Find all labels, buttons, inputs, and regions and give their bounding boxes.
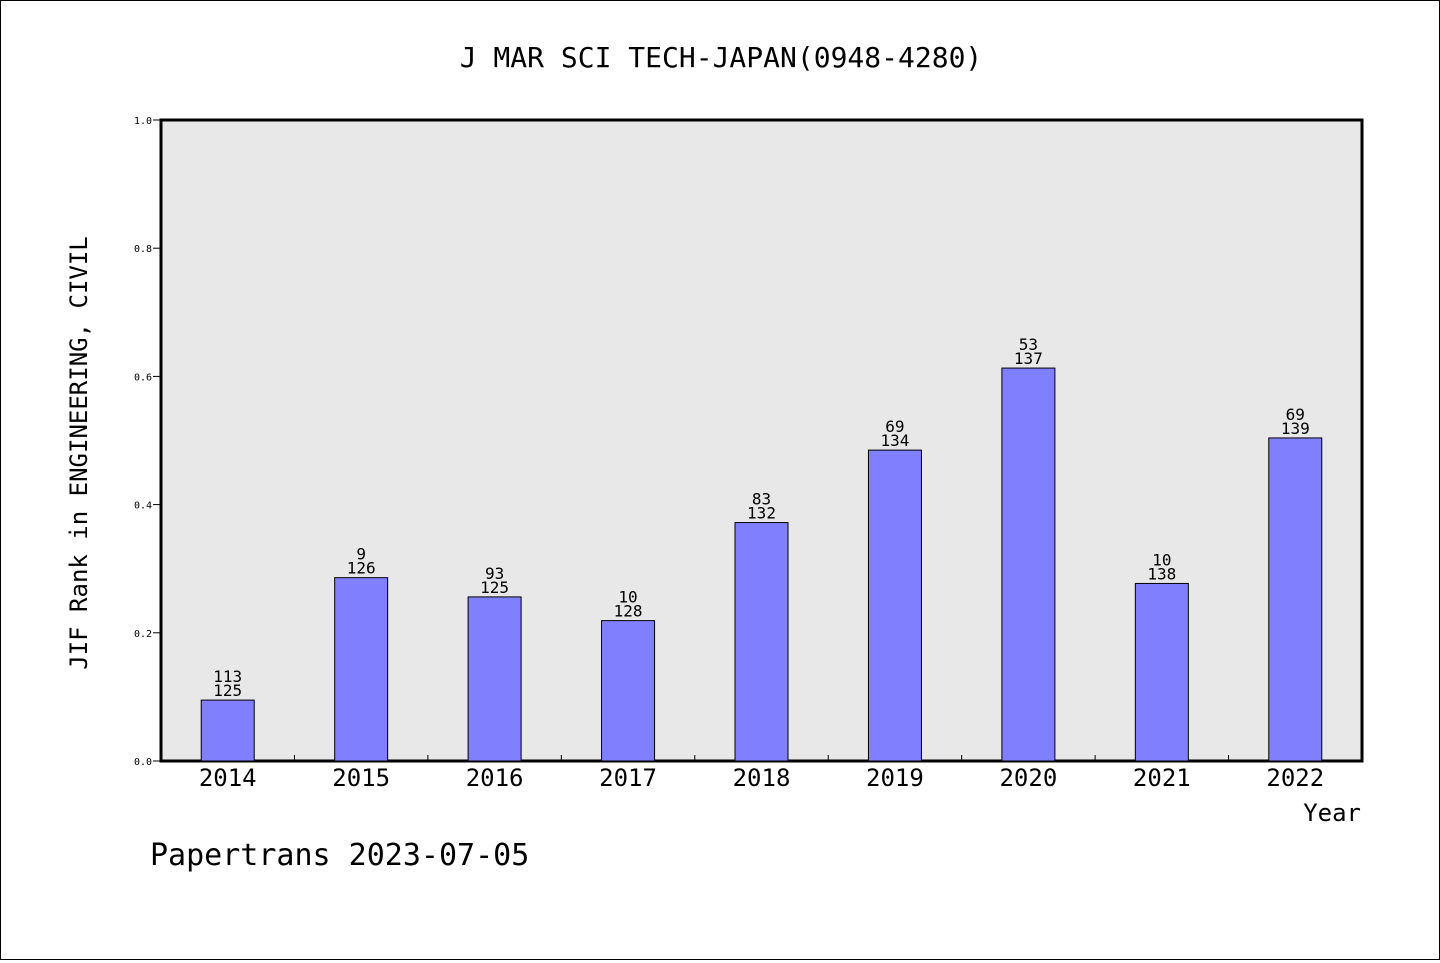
bar-rank-label: 10 [1152, 550, 1171, 569]
bar-2019 [867, 449, 922, 762]
bar-total-label: 125 [213, 681, 242, 700]
bar-rank-label: 53 [1019, 335, 1038, 354]
x-tick-label: 2018 [733, 764, 791, 792]
y-tick-label: 0.2 [134, 629, 152, 640]
x-tick-label: 2016 [466, 764, 524, 792]
bar-rank-label: 93 [485, 564, 504, 583]
bar-2021 [1134, 582, 1189, 762]
x-tick-label: 2014 [199, 764, 257, 792]
bar-2018 [734, 522, 789, 762]
x-tick-label: 2019 [866, 764, 924, 792]
footer-credit: Papertrans 2023-07-05 [150, 838, 529, 873]
x-tick-label: 2017 [599, 764, 657, 792]
x-axis-label: Year [1303, 799, 1361, 827]
bar-2016 [467, 596, 522, 762]
bar-total-label: 137 [1014, 349, 1043, 368]
bar-2015 [334, 577, 389, 762]
bar-rank-label: 10 [618, 588, 637, 607]
x-axis: 2014 2015 2016 2017 2018 2019 2020 2021 2022 [199, 755, 1324, 792]
bar-total-label: 125 [480, 578, 509, 597]
y-axis: 0.0 0.2 0.4 0.6 0.8 1.0 [134, 116, 161, 768]
bars [200, 367, 1323, 762]
chart-title: J MAR SCI TECH-JAPAN(0948-4280) [460, 41, 983, 74]
bar-total-label: 139 [1281, 419, 1310, 438]
bar-total-label: 138 [1147, 564, 1176, 583]
bar-rank-label: 83 [752, 490, 771, 509]
x-tick-label: 2021 [1133, 764, 1191, 792]
y-tick-label: 0.4 [134, 501, 152, 512]
y-tick-label: 1.0 [134, 116, 152, 127]
bar-total-label: 128 [614, 602, 643, 621]
bar-2014 [200, 699, 255, 762]
bar-2017 [601, 620, 656, 762]
bar-2022 [1268, 437, 1323, 762]
bar-rank-label: 69 [885, 417, 904, 436]
bar-rank-label: 9 [356, 545, 366, 564]
bar-rank-label: 113 [213, 667, 242, 686]
x-tick-label: 2015 [332, 764, 390, 792]
y-tick-label: 0.0 [134, 757, 152, 768]
bar-total-label: 134 [880, 431, 909, 450]
bar-rank-label: 69 [1286, 405, 1305, 424]
y-tick-label: 0.8 [134, 244, 152, 255]
bar-total-label: 132 [747, 504, 776, 523]
x-tick-label: 2022 [1266, 764, 1324, 792]
x-tick-label: 2020 [999, 764, 1057, 792]
bar-2020 [1001, 367, 1056, 762]
y-tick-label: 0.6 [134, 372, 152, 383]
y-axis-label: JIF Rank in ENGINEERING, CIVIL [65, 236, 93, 669]
bar-total-label: 126 [347, 559, 376, 578]
